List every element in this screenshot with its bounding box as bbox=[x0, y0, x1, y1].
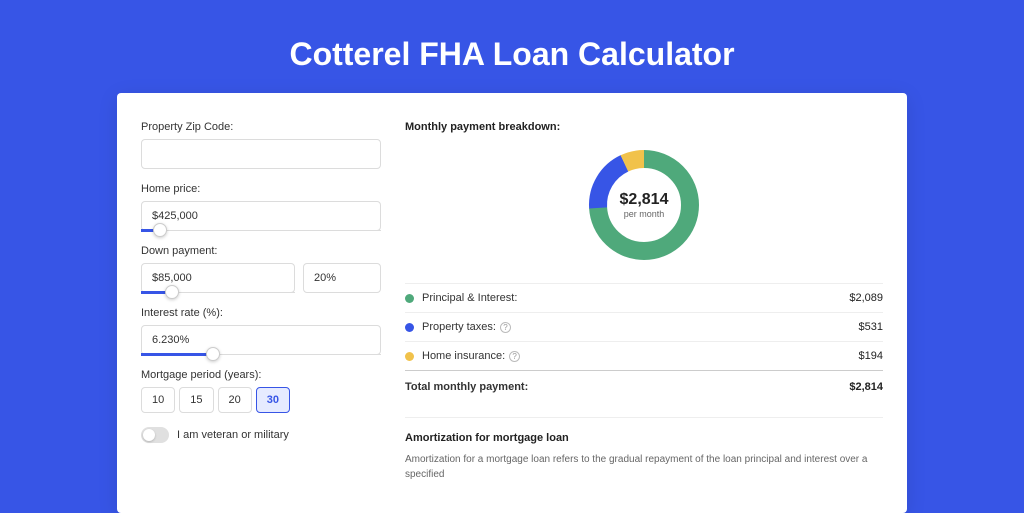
veteran-toggle-row: I am veteran or military bbox=[141, 427, 381, 443]
breakdown-label: Principal & Interest: bbox=[422, 292, 849, 304]
donut-amount: $2,814 bbox=[620, 191, 669, 209]
amortization-title: Amortization for mortgage loan bbox=[405, 432, 883, 444]
breakdown-row: Home insurance:?$194 bbox=[405, 341, 883, 370]
amortization-text: Amortization for a mortgage loan refers … bbox=[405, 452, 883, 482]
breakdown-dot bbox=[405, 294, 414, 303]
period-button-20[interactable]: 20 bbox=[218, 387, 252, 413]
interest-input[interactable] bbox=[141, 325, 381, 355]
home-price-field-group: Home price: bbox=[141, 183, 381, 231]
down-payment-pct-input[interactable] bbox=[303, 263, 381, 293]
interest-label: Interest rate (%): bbox=[141, 307, 381, 319]
period-button-15[interactable]: 15 bbox=[179, 387, 213, 413]
period-field-group: Mortgage period (years): 10152030 bbox=[141, 369, 381, 413]
period-button-10[interactable]: 10 bbox=[141, 387, 175, 413]
interest-slider-thumb[interactable] bbox=[206, 347, 220, 361]
total-label: Total monthly payment: bbox=[405, 381, 849, 393]
down-payment-input[interactable] bbox=[141, 263, 295, 293]
total-value: $2,814 bbox=[849, 381, 883, 393]
breakdown-column: Monthly payment breakdown: $2,814 per mo… bbox=[405, 121, 883, 513]
veteran-toggle[interactable] bbox=[141, 427, 169, 443]
home-price-slider-thumb[interactable] bbox=[153, 223, 167, 237]
calculator-panel: Property Zip Code: Home price: Down paym… bbox=[117, 93, 907, 513]
home-price-input[interactable] bbox=[141, 201, 381, 231]
veteran-label: I am veteran or military bbox=[177, 429, 289, 441]
period-button-30[interactable]: 30 bbox=[256, 387, 290, 413]
breakdown-value: $2,089 bbox=[849, 292, 883, 304]
input-column: Property Zip Code: Home price: Down paym… bbox=[141, 121, 381, 513]
period-label: Mortgage period (years): bbox=[141, 369, 381, 381]
down-payment-label: Down payment: bbox=[141, 245, 381, 257]
down-payment-slider[interactable] bbox=[141, 292, 295, 293]
zip-field-group: Property Zip Code: bbox=[141, 121, 381, 169]
total-row: Total monthly payment: $2,814 bbox=[405, 370, 883, 403]
breakdown-row: Property taxes:?$531 bbox=[405, 312, 883, 341]
zip-label: Property Zip Code: bbox=[141, 121, 381, 133]
interest-field-group: Interest rate (%): bbox=[141, 307, 381, 355]
home-price-slider[interactable] bbox=[141, 230, 381, 231]
help-icon[interactable]: ? bbox=[509, 351, 520, 362]
breakdown-dot bbox=[405, 323, 414, 332]
page-title: Cotterel FHA Loan Calculator bbox=[0, 0, 1024, 93]
period-buttons: 10152030 bbox=[141, 387, 381, 413]
donut-sub: per month bbox=[620, 209, 669, 219]
breakdown-dot bbox=[405, 352, 414, 361]
breakdown-label: Home insurance:? bbox=[422, 350, 859, 362]
home-price-label: Home price: bbox=[141, 183, 381, 195]
donut-center: $2,814 per month bbox=[620, 191, 669, 219]
help-icon[interactable]: ? bbox=[500, 322, 511, 333]
breakdown-row: Principal & Interest:$2,089 bbox=[405, 283, 883, 312]
interest-slider-fill bbox=[141, 353, 213, 356]
amortization-section: Amortization for mortgage loan Amortizat… bbox=[405, 417, 883, 482]
down-payment-slider-thumb[interactable] bbox=[165, 285, 179, 299]
breakdown-value: $531 bbox=[859, 321, 883, 333]
breakdown-title: Monthly payment breakdown: bbox=[405, 121, 883, 133]
zip-input[interactable] bbox=[141, 139, 381, 169]
breakdown-value: $194 bbox=[859, 350, 883, 362]
breakdown-label: Property taxes:? bbox=[422, 321, 859, 333]
interest-slider[interactable] bbox=[141, 354, 381, 355]
down-payment-field-group: Down payment: bbox=[141, 245, 381, 293]
donut-chart-wrap: $2,814 per month bbox=[405, 145, 883, 265]
